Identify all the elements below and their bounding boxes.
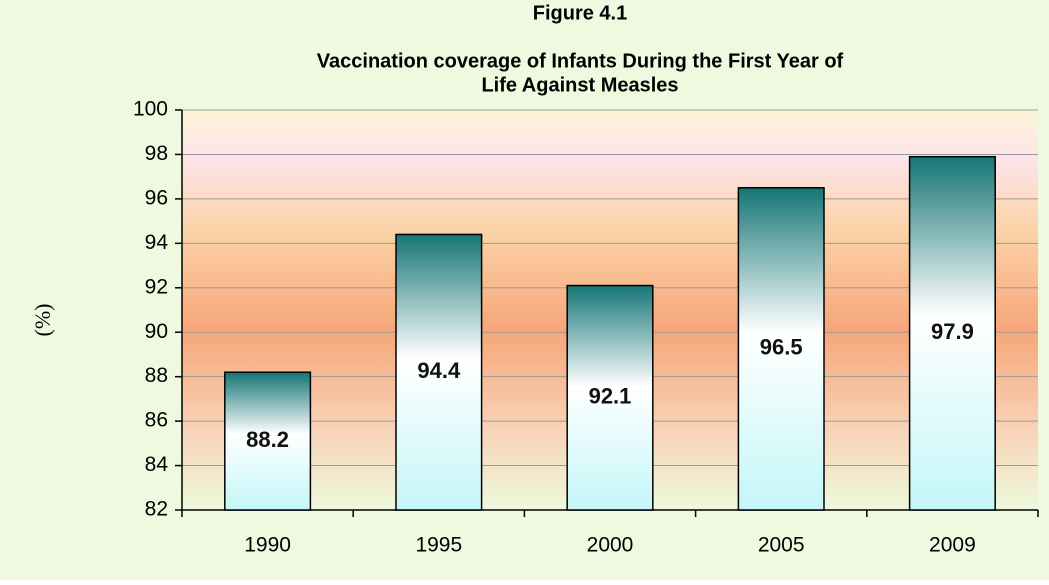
y-tick-label: 94 xyxy=(145,231,169,254)
x-tick-label: 2000 xyxy=(587,534,634,557)
data-label: 94.4 xyxy=(417,358,461,383)
chart-title: Vaccination coverage of Infants During t… xyxy=(317,50,844,72)
data-label: 96.5 xyxy=(760,335,803,360)
x-tick-label: 1995 xyxy=(415,534,462,557)
bar xyxy=(395,233,483,511)
bar xyxy=(908,155,996,511)
y-tick-label: 88 xyxy=(145,364,168,387)
bar xyxy=(737,187,825,511)
data-label: 88.2 xyxy=(246,427,289,452)
y-tick-label: 92 xyxy=(145,275,168,298)
x-tick-label: 2005 xyxy=(758,534,805,557)
y-tick-label: 84 xyxy=(145,453,169,476)
y-tick-label: 100 xyxy=(133,98,168,121)
y-axis-label: (%) xyxy=(30,304,55,337)
x-tick-label: 1990 xyxy=(244,534,291,557)
y-tick-label: 90 xyxy=(145,320,168,343)
chart-title: Life Against Measles xyxy=(481,74,678,96)
bar xyxy=(224,371,312,511)
chart-title: Figure 4.1 xyxy=(533,2,627,24)
y-tick-label: 82 xyxy=(145,498,168,521)
x-tick-label: 2009 xyxy=(929,534,976,557)
y-tick-label: 98 xyxy=(145,142,168,165)
y-tick-label: 96 xyxy=(145,186,168,209)
bar xyxy=(566,284,654,511)
data-label: 97.9 xyxy=(931,319,974,344)
data-label: 92.1 xyxy=(589,384,632,409)
y-tick-label: 86 xyxy=(145,409,168,432)
